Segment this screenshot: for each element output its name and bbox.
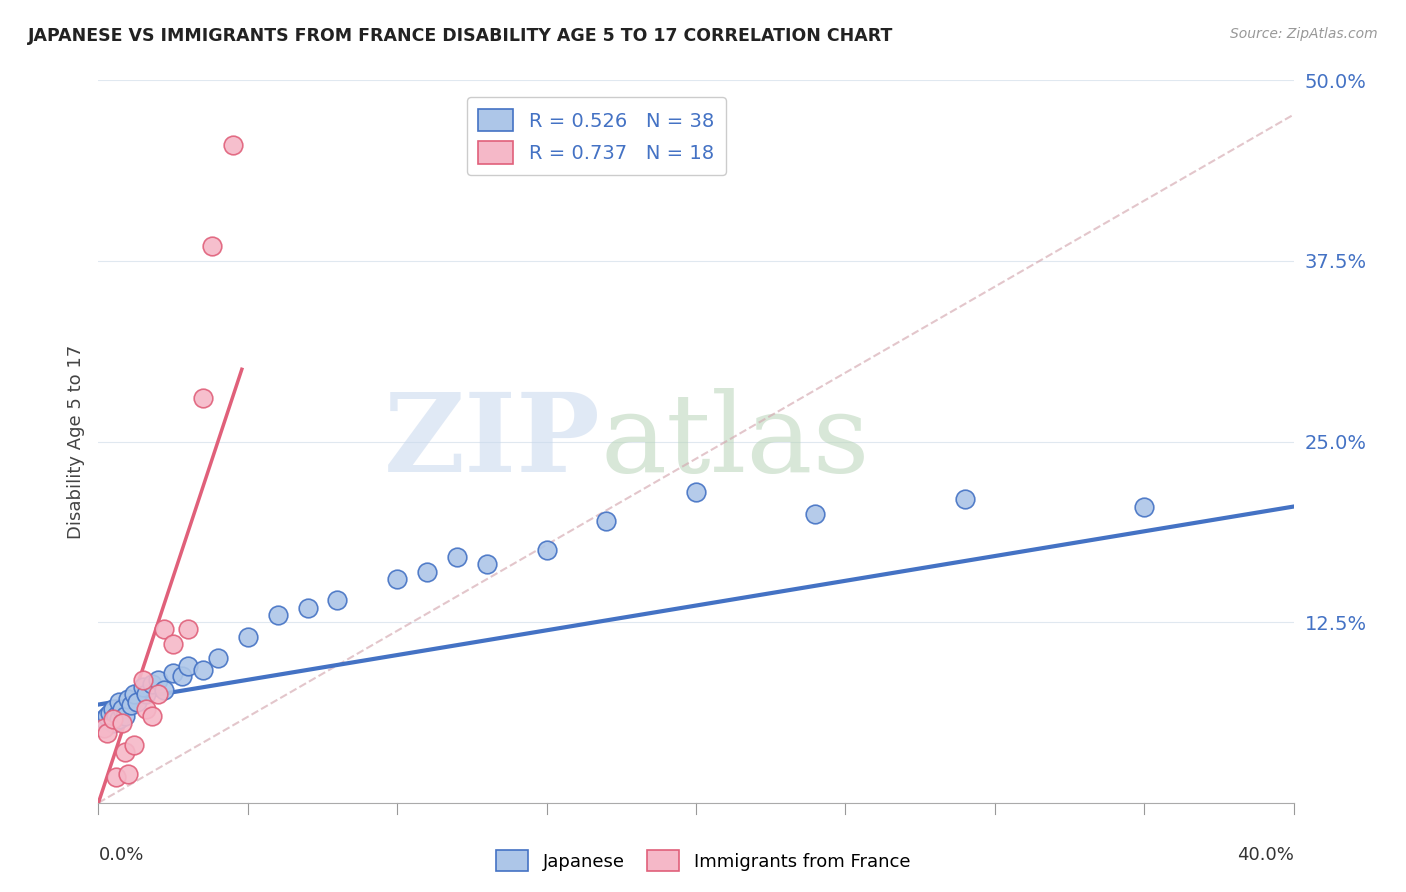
Point [96,726,118,740]
Point [141,677,163,691]
Point [385,572,409,586]
Point [105,770,128,784]
Text: JAPANESE VS IMMIGRANTS FROM FRANCE DISABILITY AGE 5 TO 17 CORRELATION CHART: JAPANESE VS IMMIGRANTS FROM FRANCE DISAB… [28,27,893,45]
Y-axis label: Disability Age 5 to 17: Disability Age 5 to 17 [66,344,84,539]
Point [177,658,200,673]
Point [96,709,118,723]
Point [135,687,157,701]
Point [191,663,214,677]
Point [172,668,194,682]
Point [120,698,142,712]
Point [111,716,134,731]
Point [804,507,827,521]
Point [326,593,349,607]
Point [103,712,125,726]
Point [108,695,131,709]
Point [475,558,498,572]
Point [162,665,184,680]
Point [141,709,163,723]
Point [111,702,134,716]
Point [536,542,558,557]
Point [297,600,319,615]
Point [148,673,170,687]
Point [177,623,200,637]
Point [236,630,259,644]
Point [117,767,139,781]
Point [162,637,184,651]
Point [93,721,115,735]
Legend: R = 0.526   N = 38, R = 0.737   N = 18: R = 0.526 N = 38, R = 0.737 N = 18 [467,97,725,175]
Point [148,687,170,701]
Point [103,716,125,731]
Point [108,712,131,726]
Point [105,709,128,723]
Text: Source: ZipAtlas.com: Source: ZipAtlas.com [1230,27,1378,41]
Point [127,695,149,709]
Point [132,673,155,687]
Point [135,702,157,716]
Point [98,706,122,721]
Point [153,683,176,698]
Point [207,651,229,665]
Legend: Japanese, Immigrants from France: Japanese, Immigrants from France [489,843,917,879]
Point [1133,500,1156,514]
Point [114,709,136,723]
Point [595,514,617,528]
Point [416,565,439,579]
Point [114,745,136,759]
Point [267,607,290,622]
Text: atlas: atlas [600,388,870,495]
Point [93,712,115,726]
Point [124,687,146,701]
Point [103,702,125,716]
Point [124,738,146,752]
Point [153,623,176,637]
Point [222,138,245,153]
Point [446,550,468,565]
Point [117,691,139,706]
Text: 40.0%: 40.0% [1237,847,1294,864]
Point [685,485,707,500]
Point [191,391,214,405]
Point [953,492,976,507]
Point [132,680,155,694]
Text: ZIP: ZIP [384,388,600,495]
Text: 0.0%: 0.0% [98,847,143,864]
Point [201,239,224,253]
